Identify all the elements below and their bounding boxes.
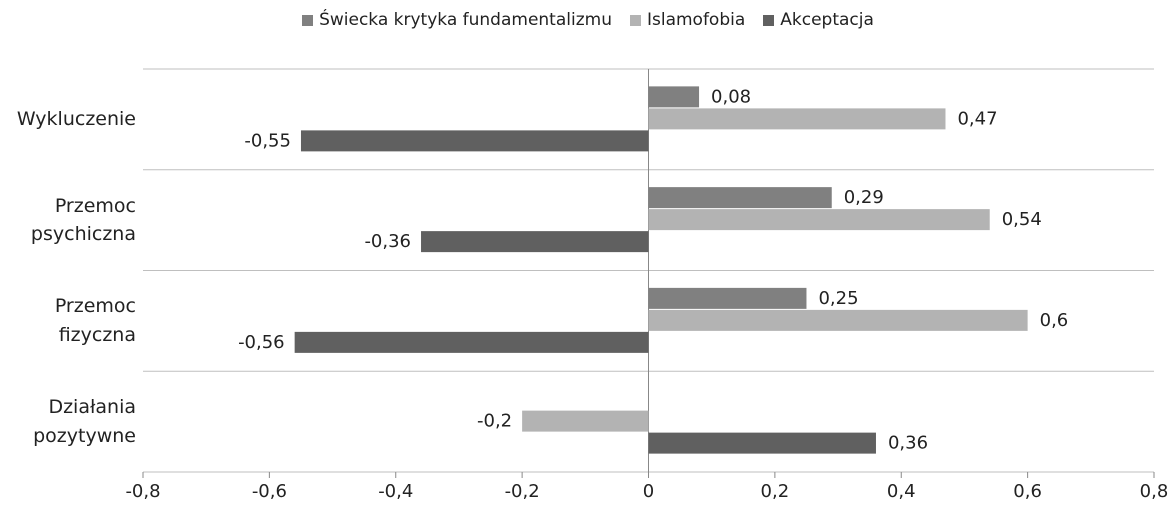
x-tick-label: 0,4 (887, 481, 916, 502)
x-tick-label: 0 (643, 481, 654, 502)
legend-label: Islamofobia (646, 10, 746, 30)
legend-swatch (629, 14, 641, 26)
value-label: 0,29 (844, 187, 884, 208)
bar (294, 331, 649, 353)
bar (648, 287, 807, 309)
x-tick-label: -0,4 (378, 481, 413, 502)
legend-swatch (302, 14, 314, 26)
category-label: Przemoc psychiczna (30, 194, 136, 246)
x-tick-label: -0,2 (505, 481, 540, 502)
bar (648, 187, 832, 209)
value-label: -0,2 (477, 411, 512, 432)
value-label: -0,55 (244, 130, 291, 151)
bar (522, 410, 649, 432)
x-tick-label: 0,2 (761, 481, 790, 502)
legend: Świecka krytyka fundamentalizmu Islamofob… (0, 10, 1176, 30)
bar (648, 309, 1028, 331)
value-label: 0,08 (711, 86, 751, 107)
value-label: 0,36 (888, 433, 928, 454)
legend-swatch (763, 14, 775, 26)
bar (300, 130, 649, 152)
bar (648, 432, 876, 454)
x-tick-label: -0,8 (125, 481, 160, 502)
legend-label: Akceptacja (780, 10, 874, 30)
category-label: Przemoc fizyczna (54, 295, 136, 346)
legend-item: Akceptacja (763, 10, 874, 30)
value-label: -0,56 (238, 332, 285, 353)
bar (648, 86, 700, 108)
bar (648, 209, 990, 231)
bar (648, 108, 946, 130)
category-label: Wykluczenie (16, 108, 136, 131)
value-label: -0,36 (364, 231, 411, 252)
x-tick-label: 0,8 (1140, 481, 1169, 502)
bar (421, 231, 649, 253)
value-label: 0,6 (1040, 310, 1069, 331)
value-label: 0,25 (818, 288, 858, 309)
legend-item: Islamofobia (629, 10, 746, 30)
x-tick-label: -0,6 (252, 481, 287, 502)
x-tick-label: 0,6 (1013, 481, 1042, 502)
legend-label: Świecka krytyka fundamentalizmu (319, 10, 612, 30)
category-label: Działania pozytywne (33, 396, 136, 447)
legend-item: Świecka krytyka fundamentalizmu (302, 10, 612, 30)
value-label: 0,54 (1002, 209, 1042, 230)
value-label: 0,47 (957, 108, 997, 129)
